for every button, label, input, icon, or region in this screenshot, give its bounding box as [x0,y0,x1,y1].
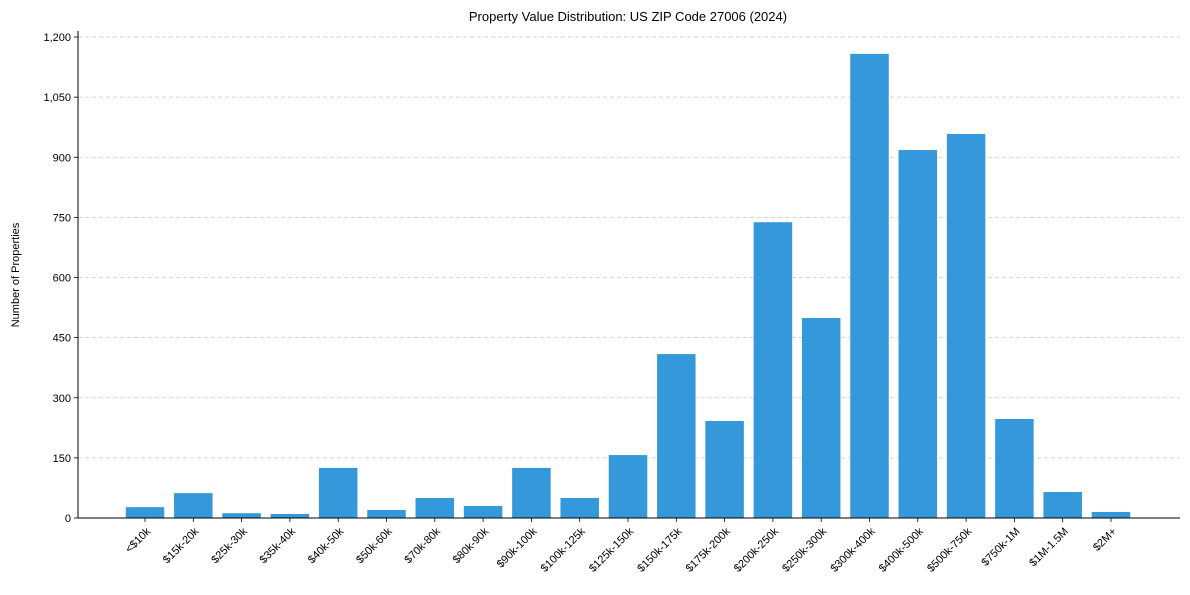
x-tick-label: $90k-100k [495,525,540,570]
y-tick-label: 600 [53,273,71,285]
x-tick-label: $15k-20k [161,525,202,566]
bar [174,493,213,518]
bar [367,509,406,518]
bar [801,317,841,518]
x-tick-label: $300k-400k [828,525,877,574]
x-tick-label: $500k-750k [925,525,974,574]
bar [1091,511,1131,518]
x-tick-label: $200k-250k [732,525,781,574]
bar [1043,491,1082,518]
bar [560,497,599,518]
x-tick-label: $1M-1.5M [1027,526,1071,570]
x-tick-label: $175k-200k [684,525,733,574]
bar [415,497,455,518]
bar [946,134,986,518]
x-axis: <$10k $15k-20k $25k-30k $35k-40k $40k-50k $50… [78,517,1180,575]
gridlines [78,36,1180,459]
x-tick-label: $50k-60k [354,525,395,566]
bar [125,507,165,518]
y-axis-label: Number of Properties [10,222,22,327]
bar [608,455,648,518]
bar [512,467,551,518]
x-tick-label: $40k-50k [306,525,347,566]
x-tick-label: $35k-40k [258,525,299,566]
y-axis: 0 150 300 450 600 750 900 1,050 1,200 [43,31,79,525]
x-tick-label: <$10k [123,525,153,555]
x-tick-label: $150k-175k [635,525,684,574]
bar [270,513,310,518]
bar [995,418,1034,518]
y-tick-label: 1,200 [43,32,71,44]
y-tick-label: 300 [53,393,71,405]
x-tick-label: $25k-30k [209,525,250,566]
x-tick-label: $2M+ [1091,526,1119,554]
y-tick-label: 0 [65,513,71,525]
x-tick-label: $250k-300k [780,525,829,574]
bar [463,505,503,518]
bar [898,150,938,519]
x-tick-label: $80k-90k [451,525,492,566]
bars [125,53,1131,519]
x-tick-label: $750k-1M [979,526,1022,569]
x-tick-label: $70k-80k [402,525,443,566]
bar [753,222,793,518]
x-tick-label: $125k-150k [587,525,636,574]
bar [222,513,261,518]
y-tick-label: 150 [53,453,71,465]
x-tick-label: $400k-500k [877,525,926,574]
y-tick-label: 900 [53,152,71,164]
y-tick-label: 750 [53,212,71,224]
bar [850,53,889,518]
chart-title: Property Value Distribution: US ZIP Code… [469,9,787,24]
bar [318,467,358,518]
y-tick-label: 450 [53,333,71,345]
y-tick-label: 1,050 [43,92,71,104]
bar [705,421,744,518]
bar [657,354,696,518]
x-tick-label: $100k-125k [539,525,588,574]
